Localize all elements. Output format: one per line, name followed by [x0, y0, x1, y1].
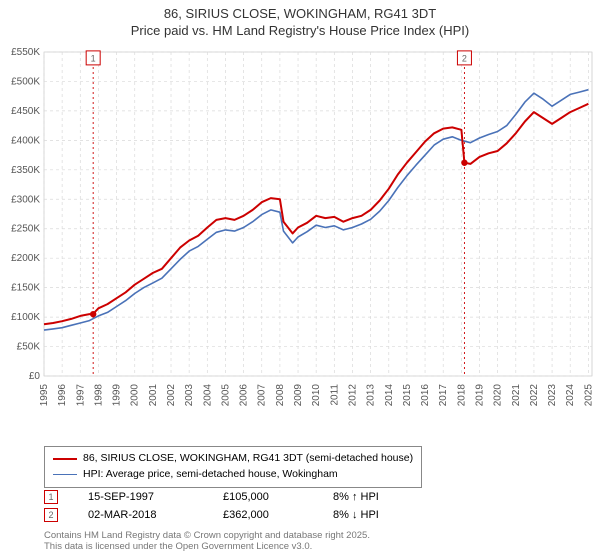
- svg-text:£500K: £500K: [11, 76, 40, 87]
- svg-text:2001: 2001: [148, 383, 159, 406]
- svg-text:2021: 2021: [511, 383, 522, 406]
- svg-text:2011: 2011: [329, 383, 340, 405]
- svg-text:2016: 2016: [420, 383, 431, 406]
- event-date-1: 15-SEP-1997: [88, 491, 193, 503]
- svg-text:2006: 2006: [239, 383, 250, 406]
- legend-swatch-0: [53, 458, 77, 460]
- svg-text:1996: 1996: [57, 383, 68, 406]
- svg-text:2002: 2002: [166, 383, 177, 406]
- svg-text:1999: 1999: [112, 383, 123, 406]
- footer: Contains HM Land Registry data © Crown c…: [44, 530, 370, 553]
- svg-text:2: 2: [462, 53, 467, 63]
- svg-text:2008: 2008: [275, 383, 286, 406]
- event-price-1: £105,000: [223, 491, 303, 503]
- svg-text:£200K: £200K: [11, 253, 40, 264]
- svg-text:2023: 2023: [547, 383, 558, 406]
- legend-box: 86, SIRIUS CLOSE, WOKINGHAM, RG41 3DT (s…: [44, 446, 422, 488]
- svg-text:2013: 2013: [366, 383, 377, 406]
- svg-text:2019: 2019: [474, 383, 485, 406]
- event-pct-1: 8% ↑ HPI: [333, 491, 379, 503]
- svg-text:2017: 2017: [438, 383, 449, 406]
- svg-text:£50K: £50K: [17, 341, 41, 352]
- svg-text:£550K: £550K: [11, 47, 40, 58]
- svg-text:2009: 2009: [293, 383, 304, 406]
- event-row: 1 15-SEP-1997 £105,000 8% ↑ HPI: [44, 490, 379, 504]
- event-row: 2 02-MAR-2018 £362,000 8% ↓ HPI: [44, 508, 379, 522]
- chart-svg: £0 £50K £100K £150K £200K £250K £300K £350K £400…: [0, 40, 600, 420]
- title-block: 86, SIRIUS CLOSE, WOKINGHAM, RG41 3DT Pr…: [0, 0, 600, 40]
- legend-swatch-1: [53, 474, 77, 475]
- svg-text:2007: 2007: [257, 383, 268, 406]
- footer-line1: Contains HM Land Registry data © Crown c…: [44, 530, 370, 541]
- event-marker-1: 1: [44, 490, 58, 504]
- title-line2: Price paid vs. HM Land Registry's House …: [0, 23, 600, 40]
- svg-text:2014: 2014: [384, 383, 395, 406]
- svg-text:2024: 2024: [565, 383, 576, 406]
- svg-text:£350K: £350K: [11, 165, 40, 176]
- svg-text:1997: 1997: [75, 383, 86, 406]
- svg-text:£0: £0: [29, 371, 41, 382]
- svg-text:1995: 1995: [39, 383, 50, 406]
- event-date-2: 02-MAR-2018: [88, 509, 193, 521]
- svg-text:£100K: £100K: [11, 312, 40, 323]
- svg-text:2005: 2005: [220, 383, 231, 406]
- svg-text:2010: 2010: [311, 383, 322, 406]
- svg-text:1: 1: [91, 53, 96, 63]
- svg-text:£250K: £250K: [11, 224, 40, 235]
- svg-text:2003: 2003: [184, 383, 195, 406]
- title-line1: 86, SIRIUS CLOSE, WOKINGHAM, RG41 3DT: [0, 6, 600, 23]
- svg-text:2025: 2025: [583, 383, 594, 406]
- svg-text:2020: 2020: [493, 383, 504, 406]
- svg-text:2004: 2004: [202, 383, 213, 406]
- event-rows: 1 15-SEP-1997 £105,000 8% ↑ HPI 2 02-MAR…: [44, 490, 379, 526]
- svg-text:£150K: £150K: [11, 282, 40, 293]
- svg-text:2015: 2015: [402, 383, 413, 406]
- chart-area: £0 £50K £100K £150K £200K £250K £300K £350K £400…: [0, 40, 600, 420]
- footer-line2: This data is licensed under the Open Gov…: [44, 541, 370, 552]
- svg-text:£300K: £300K: [11, 194, 40, 205]
- legend-label-1: HPI: Average price, semi-detached house,…: [83, 467, 338, 483]
- svg-text:2012: 2012: [347, 383, 358, 406]
- event-marker-2-n: 2: [48, 510, 53, 520]
- svg-text:2022: 2022: [529, 383, 540, 406]
- event-pct-2: 8% ↓ HPI: [333, 509, 379, 521]
- event-marker-1-n: 1: [48, 492, 53, 502]
- svg-text:£450K: £450K: [11, 106, 40, 117]
- legend-label-0: 86, SIRIUS CLOSE, WOKINGHAM, RG41 3DT (s…: [83, 451, 413, 467]
- legend-row: 86, SIRIUS CLOSE, WOKINGHAM, RG41 3DT (s…: [53, 451, 413, 467]
- legend-row: HPI: Average price, semi-detached house,…: [53, 467, 413, 483]
- svg-text:1998: 1998: [93, 383, 104, 406]
- svg-text:£400K: £400K: [11, 135, 40, 146]
- event-marker-2: 2: [44, 508, 58, 522]
- svg-text:2000: 2000: [130, 383, 141, 406]
- svg-text:2018: 2018: [456, 383, 467, 406]
- event-price-2: £362,000: [223, 509, 303, 521]
